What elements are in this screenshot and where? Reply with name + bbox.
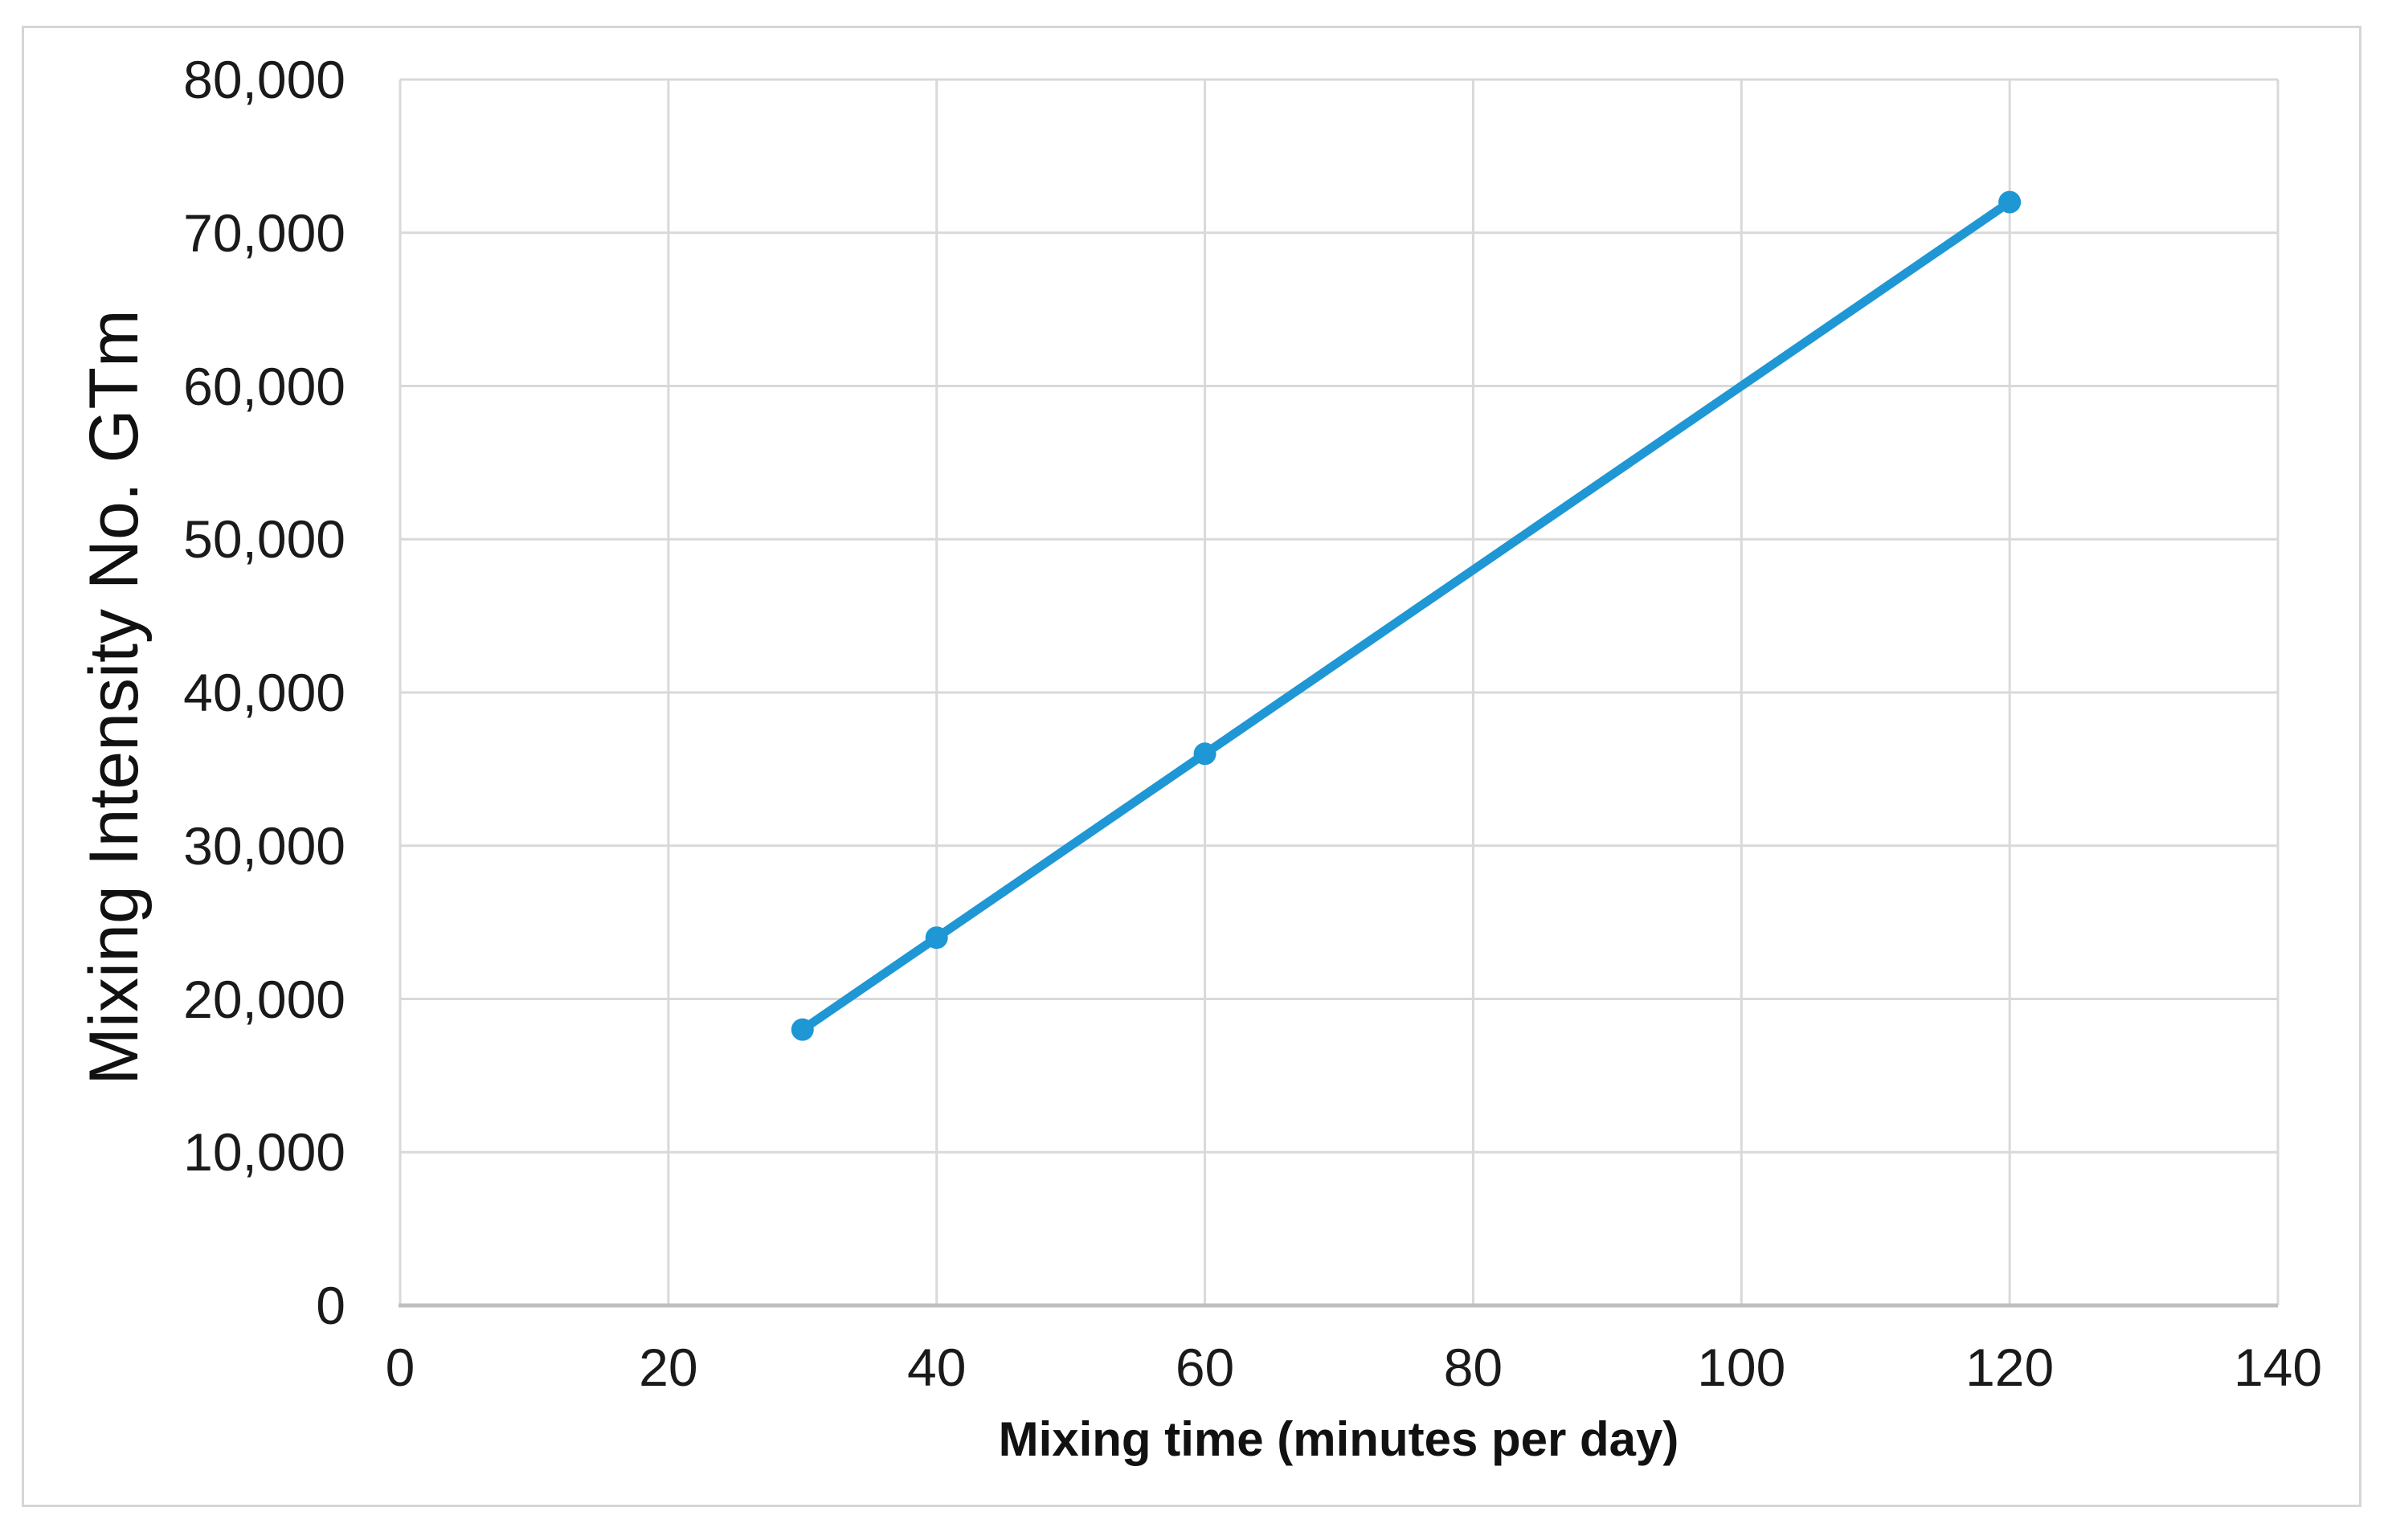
x-axis-tick-label: 40 [906,1338,967,1397]
x-axis-tick-label: 80 [1443,1338,1503,1397]
y-axis-tick-label: 70,000 [183,202,346,263]
x-axis-tick-label: 100 [1697,1338,1786,1397]
y-axis-tick-label: 60,000 [183,356,346,416]
y-axis-tick-label: 80,000 [183,50,346,109]
y-axis-tick-label: 40,000 [183,663,346,722]
x-axis-tick-label: 0 [385,1338,415,1397]
y-axis-tick-label: 50,000 [183,509,346,570]
x-axis-tick-label: 20 [639,1338,698,1397]
x-axis-tick-label: 140 [2233,1338,2323,1397]
data-point-marker [1998,190,2022,214]
x-axis-title: Mixing time (minutes per day) [998,1412,1679,1466]
data-point-marker [1193,742,1216,766]
data-point-marker [925,926,948,950]
y-axis-tick-label: 30,000 [183,815,346,876]
data-point-marker [791,1018,814,1041]
series-line [798,198,2014,1035]
x-axis-tick-label: 60 [1175,1338,1235,1397]
x-axis-tick-label: 120 [1965,1338,2055,1397]
y-axis-tick-label: 10,000 [183,1122,346,1183]
y-axis-tick-label: 20,000 [183,969,346,1029]
y-axis-tick-label: 0 [316,1276,346,1335]
